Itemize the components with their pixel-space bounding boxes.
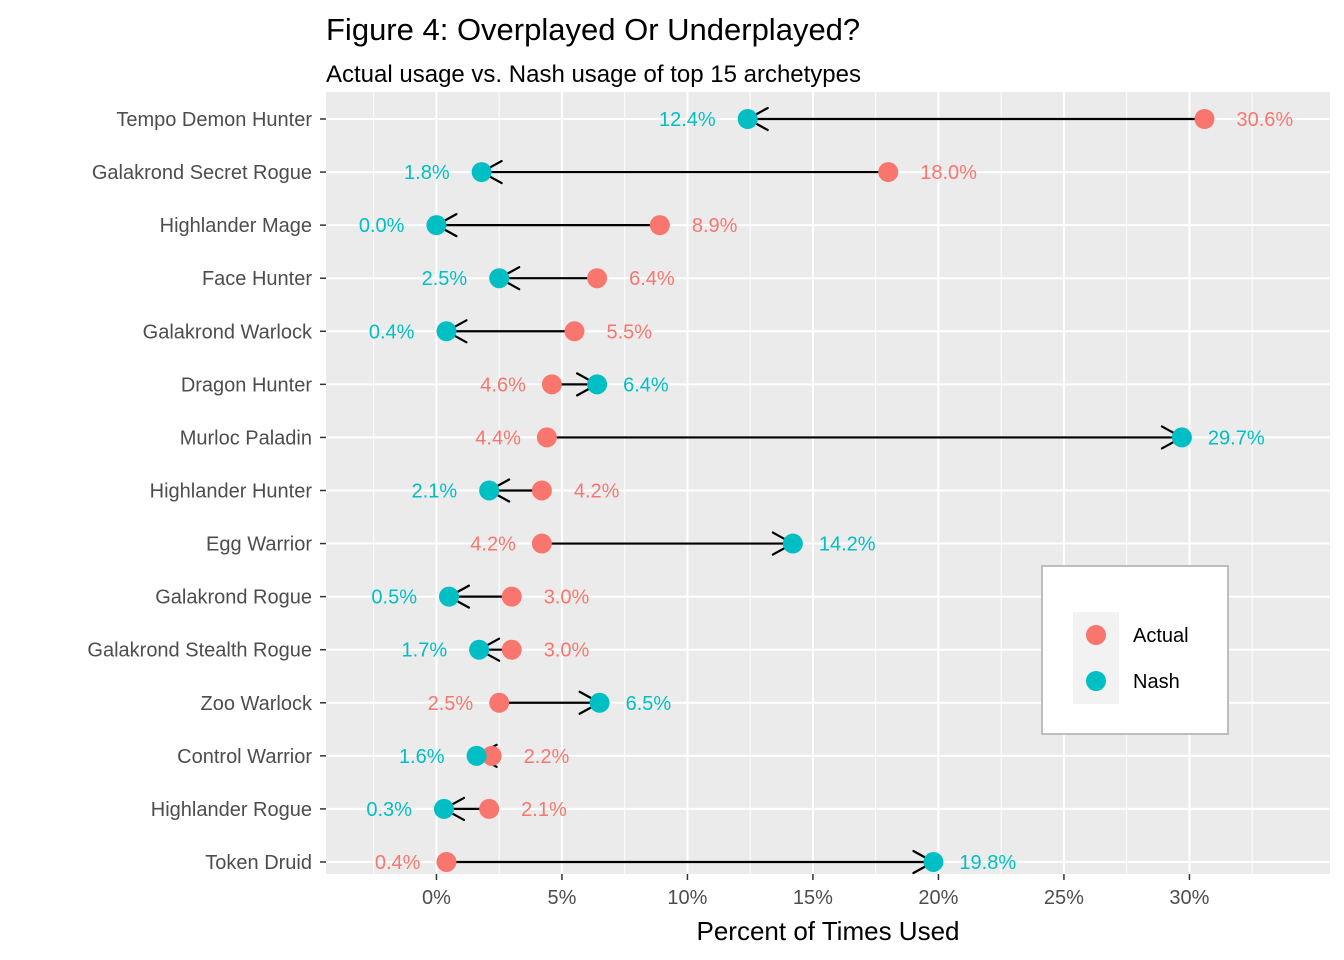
nash-point (923, 851, 944, 872)
category-label: Galakrond Stealth Rogue (87, 640, 312, 662)
nash-value-label: 6.4% (623, 374, 669, 396)
nash-value-label: 1.6% (399, 746, 445, 768)
legend-box (1041, 565, 1229, 735)
nash-point (466, 745, 487, 766)
legend-key-actual (1086, 625, 1106, 645)
nash-point (426, 215, 447, 236)
nash-point (587, 374, 608, 395)
actual-value-label: 3.0% (544, 587, 590, 609)
nash-value-label: 2.1% (412, 480, 458, 502)
actual-point (531, 480, 552, 501)
category-label: Dragon Hunter (181, 374, 313, 396)
actual-value-label: 4.4% (475, 427, 521, 449)
x-tick-label: 0% (422, 887, 451, 909)
nash-value-label: 14.2% (819, 534, 876, 556)
category-label: Tempo Demon Hunter (116, 109, 312, 131)
category-label: Egg Warrior (206, 534, 312, 556)
nash-value-label: 19.8% (959, 852, 1016, 874)
category-label: Murloc Paladin (180, 427, 312, 449)
minor-gridlines (373, 92, 1253, 874)
actual-point (541, 374, 562, 395)
nash-value-label: 0.0% (359, 215, 405, 237)
nash-value-label: 1.7% (402, 640, 448, 662)
actual-point (564, 321, 585, 342)
category-label: Highlander Rogue (151, 799, 312, 821)
legend-key-nash (1086, 671, 1106, 691)
actual-point (436, 851, 457, 872)
x-axis: 0% 5% 10% 15% 20% 25% 30% (422, 874, 1210, 909)
actual-point (501, 586, 522, 607)
nash-value-label: 0.3% (366, 799, 412, 821)
actual-value-label: 4.2% (574, 480, 620, 502)
actual-point (587, 268, 608, 289)
actual-value-label: 6.4% (629, 268, 675, 290)
nash-value-label: 12.4% (659, 109, 716, 131)
actual-value-label: 3.0% (544, 640, 590, 662)
actual-value-label: 2.5% (428, 693, 474, 715)
category-label: Highlander Hunter (150, 480, 313, 502)
category-label: Control Warrior (177, 746, 312, 768)
nash-value-label: 0.4% (369, 321, 415, 343)
actual-point (1194, 109, 1215, 129)
category-label: Highlander Mage (160, 215, 312, 237)
y-axis: Tempo Demon Hunter Galakrond Secret Rogue… (87, 109, 326, 874)
arrow-segments (435, 106, 1205, 875)
actual-value-label: 2.1% (521, 799, 567, 821)
category-label: Galakrond Secret Rogue (92, 162, 312, 184)
nash-point (589, 692, 610, 713)
actual-point (479, 798, 500, 819)
nash-point (438, 586, 459, 607)
actual-point (536, 427, 557, 448)
actual-point (649, 215, 670, 236)
nash-point (436, 321, 457, 342)
x-tick-label: 10% (667, 887, 707, 909)
nash-value-label: 6.5% (626, 693, 672, 715)
x-tick-label: 25% (1044, 887, 1084, 909)
actual-value-label: 8.9% (692, 215, 738, 237)
actual-value-label: 18.0% (920, 162, 977, 184)
actual-value-label: 30.6% (1237, 109, 1294, 131)
x-tick-label: 15% (793, 887, 833, 909)
actual-point (481, 745, 502, 766)
nash-value-label: 29.7% (1208, 427, 1265, 449)
nash-point (471, 162, 492, 183)
data-points (426, 109, 1215, 872)
actual-value-label: 4.6% (480, 374, 526, 396)
actual-value-label: 5.5% (606, 321, 652, 343)
actual-point (501, 639, 522, 660)
actual-point (531, 533, 552, 554)
nash-value-label: 2.5% (422, 268, 468, 290)
actual-value-label: 0.4% (375, 852, 421, 874)
nash-point (469, 639, 490, 660)
chart-title: Figure 4: Overplayed Or Underplayed? (326, 12, 860, 47)
actual-point (878, 162, 899, 183)
nash-point (737, 109, 758, 129)
category-label: Face Hunter (202, 268, 312, 290)
x-tick-label: 30% (1169, 887, 1209, 909)
nash-point (489, 268, 510, 289)
x-tick-label: 5% (547, 887, 576, 909)
actual-value-label: 2.2% (524, 746, 570, 768)
legend: Actual Nash (1041, 565, 1229, 735)
x-tick-label: 20% (918, 887, 958, 909)
legend-label-actual: Actual (1133, 625, 1189, 647)
category-label: Zoo Warlock (200, 693, 313, 715)
nash-value-label: 0.5% (371, 587, 417, 609)
category-label: Galakrond Warlock (143, 321, 313, 343)
category-label: Galakrond Rogue (155, 587, 312, 609)
nash-point (782, 533, 803, 554)
nash-point (433, 798, 454, 819)
category-label: Token Druid (205, 852, 312, 874)
data-labels: 30.6% 12.4% 18.0% 1.8% 8.9% 0.0% 6.4% 2.5% 5.5% 0… (359, 109, 1294, 874)
actual-value-label: 4.2% (470, 534, 516, 556)
nash-point (479, 480, 500, 501)
nash-value-label: 1.8% (404, 162, 450, 184)
nash-point (1171, 427, 1192, 448)
chart-subtitle: Actual usage vs. Nash usage of top 15 ar… (326, 61, 861, 88)
actual-point (489, 692, 510, 713)
legend-label-nash: Nash (1133, 671, 1180, 693)
x-axis-title: Percent of Times Used (697, 916, 960, 946)
